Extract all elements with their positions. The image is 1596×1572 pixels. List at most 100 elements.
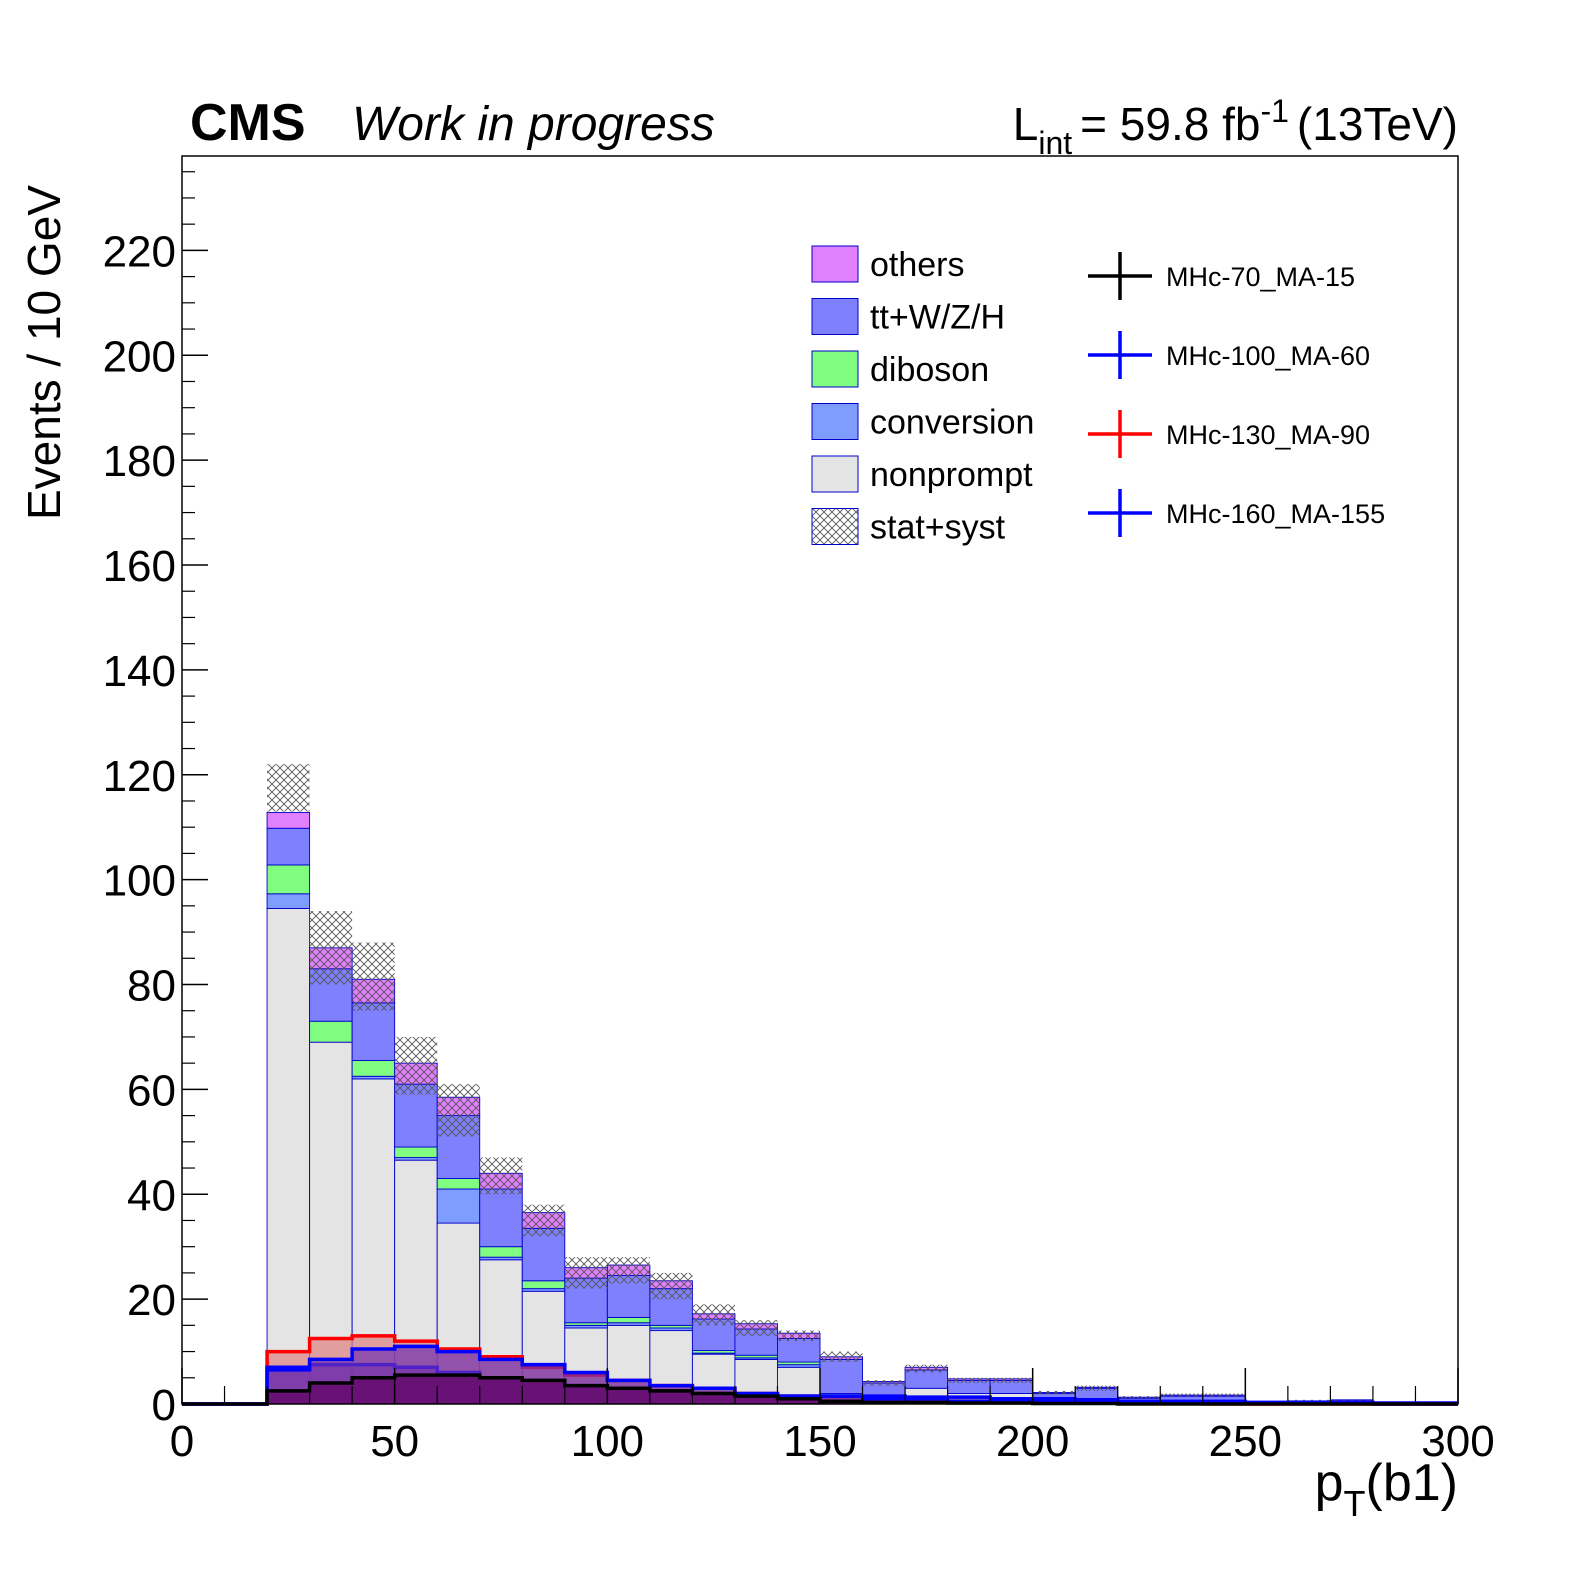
experiment-label: CMS	[190, 94, 306, 152]
x-tick-label: 250	[1209, 1417, 1282, 1466]
uncertainty-bin-5	[394, 1036, 438, 1095]
svg-text:Lint= 59.8 fb-1(13TeV): Lint = 59.8 fb-1 (13TeV)	[1013, 93, 1458, 161]
uncertainty-bin-4	[352, 942, 395, 1011]
x-tick-label: 50	[370, 1417, 419, 1466]
uncertainty-bin-6	[437, 1084, 480, 1137]
uncertainty-bin-17	[905, 1364, 948, 1373]
x-axis-title: pT(b1)	[1315, 1454, 1458, 1524]
bar-others-2	[266, 812, 311, 829]
y-tick-label: 180	[103, 437, 176, 486]
y-tick-label: 80	[127, 962, 176, 1011]
legend-label-mhc-100-ma-60: MHc-100_MA-60	[1166, 341, 1370, 371]
legend-label-nonprompt: nonprompt	[870, 456, 1033, 494]
bar-conversion-2	[266, 893, 311, 909]
legend: others tt+W/Z/H diboson conversion nonprompt…	[811, 245, 1385, 547]
uncertainty-band	[267, 764, 1458, 1404]
uncertainty-bin-15	[820, 1351, 863, 1363]
signal-fill-mhc-70-ma-15	[182, 1375, 1458, 1404]
bar-tt-w-z-h-8	[521, 1227, 566, 1282]
legend-label-mhc-70-ma-15: MHc-70_MA-15	[1166, 262, 1355, 292]
bar-tt-w-z-h-2	[266, 827, 311, 866]
y-tick-label: 200	[103, 332, 176, 381]
bar-diboson-5	[394, 1146, 438, 1158]
y-tick-label: 120	[103, 752, 176, 801]
bar-diboson-4	[351, 1060, 396, 1077]
uncertainty-bin-7	[479, 1157, 523, 1195]
lumi-label: Lint = 59.8 fb-1 (13TeV)	[1013, 93, 1458, 161]
uncertainty-bin-24	[1202, 1393, 1246, 1397]
legend-label-mhc-160-ma-155: MHc-160_MA-155	[1166, 499, 1385, 529]
lumi-exponent: -1	[1260, 93, 1288, 129]
legend-label-conversion: conversion	[870, 404, 1034, 442]
stacked-backgrounds	[266, 812, 1374, 1405]
uncertainty-bin-11	[649, 1272, 693, 1300]
uncertainty-bin-2	[267, 764, 310, 812]
x-axis-title-main: p	[1315, 1454, 1344, 1512]
bar-diboson-6	[436, 1178, 481, 1190]
bar-tt-w-z-h-14	[777, 1338, 821, 1363]
uncertainty-bin-9	[564, 1257, 608, 1289]
legend-label-stat-syst: stat+syst	[870, 509, 1006, 547]
bar-conversion-6	[436, 1188, 481, 1224]
legend-swatch-nonprompt	[811, 455, 859, 493]
x-tick-label: 100	[571, 1417, 644, 1466]
legend-swatch-stat-syst	[811, 508, 859, 545]
y-tick-label: 160	[103, 542, 176, 591]
x-tick-label: 300	[1421, 1417, 1494, 1466]
bar-tt-w-z-h-4	[351, 1002, 396, 1061]
uncertainty-bin-16	[862, 1380, 906, 1386]
lumi-text: = 59.8 fb	[1080, 98, 1260, 150]
uncertainty-bin-20	[1032, 1390, 1076, 1395]
bar-tt-w-z-h-7	[479, 1188, 523, 1248]
legend-swatch-conversion	[811, 403, 859, 440]
svg-text:pT(b1): pT(b1)	[1315, 1454, 1458, 1524]
legend-label-mhc-130-ma-90: MHc-130_MA-90	[1166, 420, 1370, 450]
status-label: Work in progress	[352, 98, 715, 151]
y-tick-label: 140	[103, 647, 176, 696]
y-tick-label: 220	[103, 227, 176, 276]
x-tick-label: 150	[783, 1417, 856, 1466]
y-tick-label: 20	[127, 1276, 176, 1325]
legend-label-tt-w-z-h: tt+W/Z/H	[870, 299, 1005, 337]
uncertainty-bin-19	[990, 1377, 1033, 1384]
bar-diboson-3	[309, 1020, 353, 1043]
uncertainty-bin-13	[734, 1320, 778, 1336]
y-tick-label: 100	[103, 857, 176, 906]
legend-swatch-diboson	[811, 350, 859, 388]
y-tick-label: 40	[127, 1171, 176, 1220]
uncertainty-bin-8	[522, 1204, 565, 1237]
bar-diboson-10	[606, 1317, 651, 1324]
y-tick-label: 60	[127, 1066, 176, 1115]
x-tick-label: 0	[170, 1417, 194, 1466]
x-axis-title-rest: (b1)	[1366, 1454, 1458, 1512]
y-axis-title: Events / 10 GeV	[18, 185, 70, 520]
bar-diboson-2	[266, 864, 311, 895]
x-axis-title-sub: T	[1344, 1483, 1366, 1524]
x-tick-label: 200	[996, 1417, 1069, 1466]
lumi-symbol: L	[1013, 98, 1039, 150]
bar-diboson-7	[479, 1246, 523, 1258]
uncertainty-bin-26	[1287, 1399, 1331, 1402]
uncertainty-bin-21	[1075, 1385, 1118, 1391]
uncertainty-bin-14	[777, 1330, 820, 1342]
legend-swatch-others	[811, 245, 859, 283]
lumi-subscript: int	[1038, 125, 1072, 161]
bar-tt-w-z-h-15	[819, 1358, 863, 1394]
bar-tt-w-z-h-17	[904, 1369, 949, 1389]
axes: 0 20 40 60 80 100 120 140 160 180 200 220 0 50 100 150 2…	[103, 171, 1495, 1466]
uncertainty-bin-3	[309, 911, 353, 985]
legend-label-diboson: diboson	[870, 351, 989, 389]
legend-label-others: others	[870, 246, 965, 284]
uncertainty-bin-27	[1330, 1399, 1373, 1402]
uncertainty-bin-23	[1160, 1393, 1203, 1397]
legend-swatch-tt-w-z-h	[811, 298, 859, 335]
bar-nonprompt-2	[266, 908, 311, 1405]
uncertainty-bin-22	[1117, 1396, 1161, 1399]
uncertainty-bin-12	[692, 1304, 735, 1326]
y-tick-label: 0	[152, 1381, 176, 1430]
uncertainty-bin-18	[947, 1377, 991, 1384]
bar-diboson-8	[521, 1280, 566, 1290]
energy-label: (13TeV)	[1297, 98, 1458, 150]
uncertainty-bin-10	[607, 1257, 650, 1284]
